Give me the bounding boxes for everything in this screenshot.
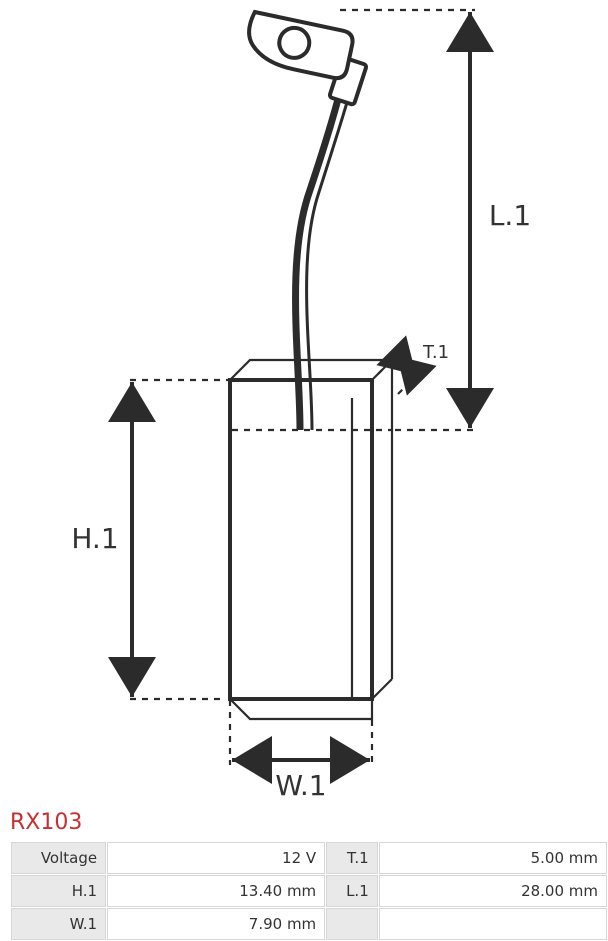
dim-label-t1: T.1 <box>422 342 449 363</box>
spec-value: 12 V <box>107 842 325 874</box>
table-row: W.1 7.90 mm <box>11 908 607 940</box>
dim-label-w1: W.1 <box>275 769 326 802</box>
spec-key: W.1 <box>11 908 106 940</box>
spec-key: L.1 <box>326 875 378 907</box>
spec-value: 5.00 mm <box>379 842 607 874</box>
spec-value: 28.00 mm <box>379 875 607 907</box>
spec-value <box>379 908 607 940</box>
spec-key: H.1 <box>11 875 106 907</box>
spec-table: Voltage 12 V T.1 5.00 mm H.1 13.40 mm L.… <box>10 841 608 941</box>
spec-key: T.1 <box>326 842 378 874</box>
spec-key: Voltage <box>11 842 106 874</box>
spec-value: 13.40 mm <box>107 875 325 907</box>
table-row: H.1 13.40 mm L.1 28.00 mm <box>11 875 607 907</box>
part-code: RX103 <box>0 810 608 841</box>
dim-label-l1: L.1 <box>489 199 531 232</box>
dim-label-h1: H.1 <box>71 522 118 555</box>
technical-diagram: H.1 L.1 W.1 T.1 <box>0 0 608 810</box>
diagram-svg: H.1 L.1 W.1 T.1 <box>0 0 608 810</box>
spec-key <box>326 908 378 940</box>
spec-value: 7.90 mm <box>107 908 325 940</box>
table-row: Voltage 12 V T.1 5.00 mm <box>11 842 607 874</box>
